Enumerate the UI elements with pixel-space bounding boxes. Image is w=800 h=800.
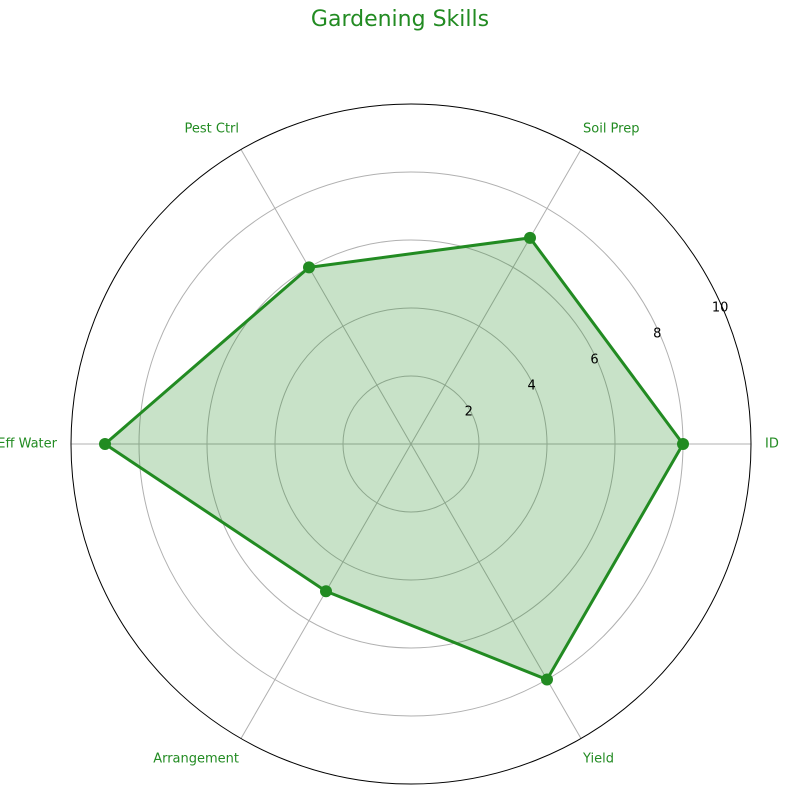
category-label: Yield [582, 752, 614, 767]
data-point [303, 261, 315, 274]
series-area [105, 237, 683, 680]
grid-spoke [240, 149, 412, 445]
data-point [541, 673, 553, 686]
grid-spoke [410, 443, 582, 739]
series-layer [99, 231, 689, 686]
data-point [320, 585, 332, 598]
category-label: Pest Ctrl [184, 121, 239, 136]
data-point [524, 231, 536, 244]
r-tick-label: 6 [590, 352, 598, 367]
r-tick-label: 10 [712, 300, 729, 315]
r-tick-label: 4 [528, 378, 536, 393]
category-label: Eff Water [0, 437, 58, 452]
outer-frame [70, 103, 752, 785]
category-label: Soil Prep [583, 121, 639, 136]
data-point [677, 438, 689, 450]
label-layer: 2 4 6 8 10 ID Soil Prep Pest Ctrl Eff Water Arran… [0, 121, 779, 766]
r-tick-label: 8 [653, 326, 661, 341]
category-label: ID [765, 437, 779, 452]
r-tick-label: 2 [465, 404, 473, 419]
grid-spoke [410, 149, 582, 445]
category-label: Arrangement [153, 752, 239, 767]
chart-title: Gardening Skills [310, 7, 490, 32]
data-point [99, 438, 111, 450]
